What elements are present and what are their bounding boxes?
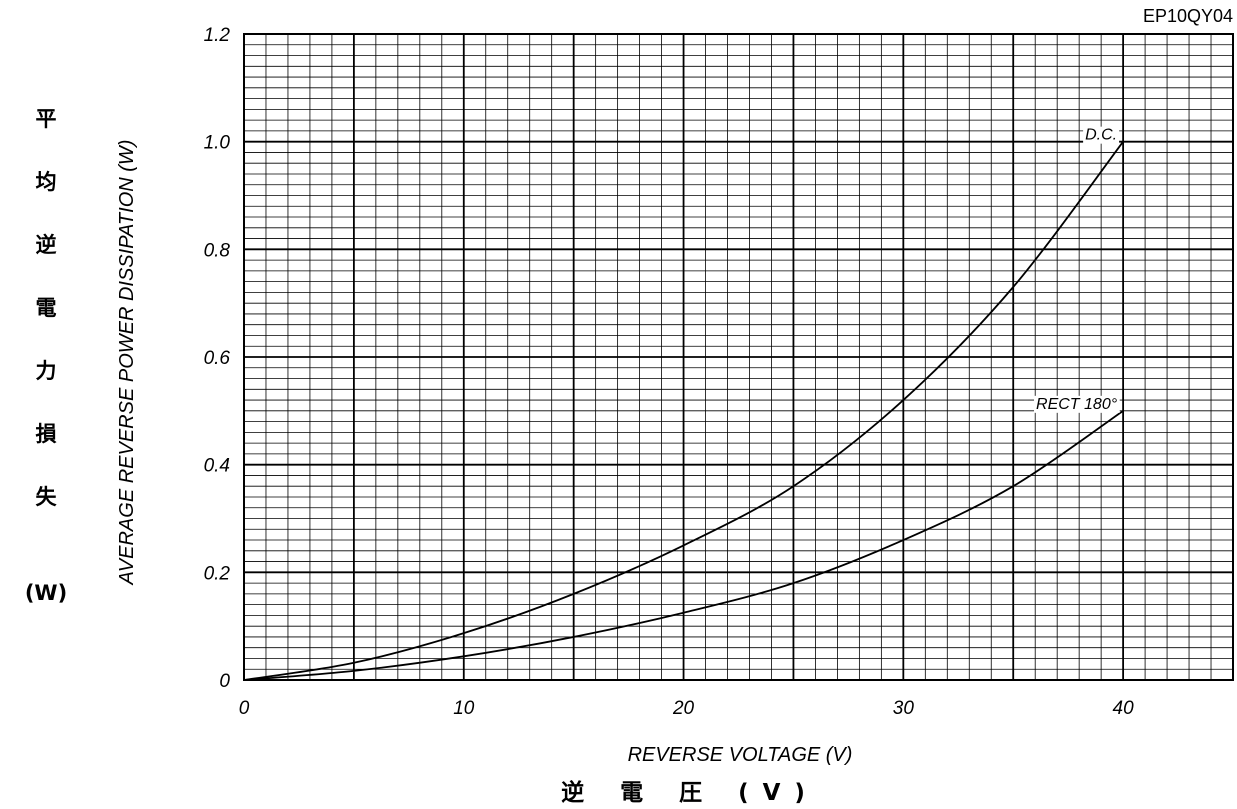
y-axis-title-jp-char: 平 [36,107,57,131]
x-tick-label: 0 [239,698,250,719]
series-line-rect-180 [243,410,1124,681]
x-tick-label: 10 [453,698,475,719]
y-tick-label: 1.0 [204,133,231,154]
x-tick-label: 20 [672,698,695,719]
y-tick-label: 1.2 [204,25,231,46]
x-axis-title-jp: 逆 電 圧 (V) [561,779,819,806]
x-tick-label: 40 [1113,698,1135,719]
series-label-background [1083,126,1120,144]
series-label-rect-180: RECT 180° [1036,396,1118,413]
y-tick-label: 0 [219,671,230,692]
y-tick-label: 0.8 [204,240,231,261]
y-tick-label: 0.6 [204,348,231,369]
y-axis-title-jp-char: 逆 [36,233,57,257]
series-label-dc: D.C. [1085,127,1117,144]
y-axis-title-jp-char: 均 [36,170,57,194]
tick-labels: 0 10 20 30 40 0 0.2 0.4 0.6 0.8 1.0 1.2 [204,25,1135,719]
y-axis-title-jp-unit: (W) [25,581,67,605]
series-label-background [1034,395,1120,413]
y-axis-title: AVERAGE REVERSE POWER DISSIPATION (W) [116,140,138,586]
plot-frame [243,33,1234,681]
y-axis-title-jp-char: 失 [36,485,58,509]
series-lines: D.C. RECT 180° [243,126,1124,681]
grid [243,33,1234,681]
chart-code: EP10QY04 [1143,6,1233,26]
x-axis-title: REVERSE VOLTAGE (V) [628,744,853,766]
y-axis-title-jp-char: 損 [36,422,58,446]
y-tick-label: 0.4 [204,456,230,477]
x-tick-label: 30 [893,698,915,719]
y-tick-label: 0.2 [204,563,231,584]
y-axis-title-jp-char: 電 [36,296,57,320]
y-axis-title-jp-char: 力 [36,359,57,383]
series-line-dc [243,141,1124,681]
